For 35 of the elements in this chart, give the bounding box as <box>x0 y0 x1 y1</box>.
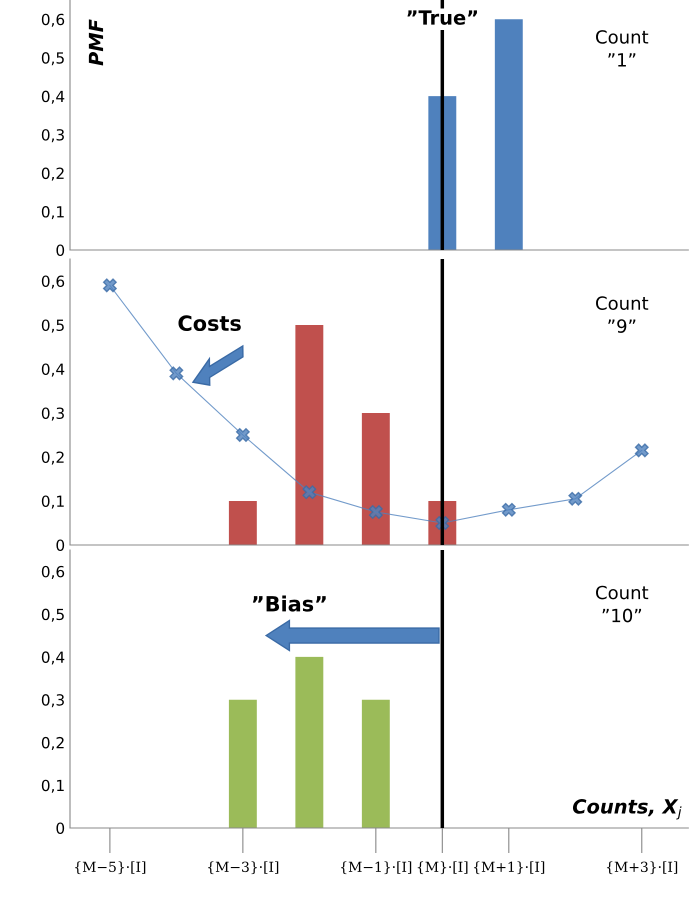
y-tick-label: 0 <box>56 244 64 256</box>
y-tick-label: 0 <box>56 822 64 834</box>
y-tick-label: 0,4 <box>42 90 64 104</box>
x-axis-title: Counts, X$_{j}$ <box>572 799 682 820</box>
y-tick-label: 0,5 <box>42 52 64 66</box>
x-tick-label: {M−5}·[I] <box>75 861 146 874</box>
y-tick-label: 0,3 <box>42 407 64 421</box>
x-tick-label: {M−3}·[I] <box>208 861 278 874</box>
ref-line-label: ”True” <box>407 10 477 25</box>
y-axis-title: PMF <box>88 19 104 66</box>
y-tick-label: 0,2 <box>42 736 64 750</box>
annotation: ”Bias” <box>252 596 326 612</box>
y-tick-label: 0,6 <box>42 14 64 27</box>
y-tick-label: 0,2 <box>42 168 64 181</box>
x-tick-label: {M+3}·[I] <box>606 861 678 874</box>
y-tick-label: 0,4 <box>42 363 64 377</box>
y-tick-label: 0,2 <box>42 451 64 465</box>
y-tick-label: 0,3 <box>42 129 64 142</box>
x-tick-label: {M+1}·[I] <box>474 861 544 874</box>
y-tick-label: 0,1 <box>42 206 64 220</box>
y-tick-label: 0,6 <box>42 275 64 289</box>
y-tick-label: 0 <box>56 539 64 552</box>
y-tick-label: 0,5 <box>42 608 64 622</box>
annotation: Count ”1” <box>596 30 648 66</box>
y-tick-label: 0,4 <box>42 651 64 665</box>
y-tick-label: 0,1 <box>42 780 64 793</box>
y-tick-label: 0,6 <box>42 566 64 579</box>
x-tick-label: {M−1}·[I] <box>341 861 412 874</box>
y-tick-label: 0,1 <box>42 495 64 509</box>
annotation: Costs <box>178 315 241 332</box>
x-tick-label: {M}·[I] <box>418 861 468 874</box>
y-tick-label: 0,5 <box>42 319 64 333</box>
annotation: Count ”9” <box>596 296 648 333</box>
y-tick-label: 0,3 <box>42 694 64 708</box>
annotation: Count ”10” <box>596 586 648 622</box>
